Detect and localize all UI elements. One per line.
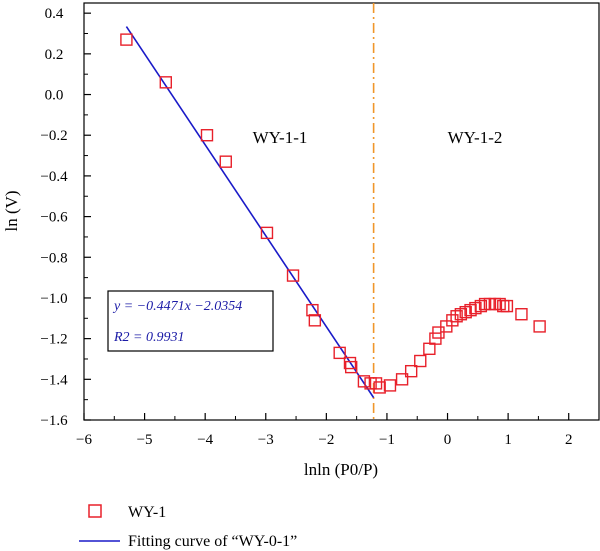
- data-point: [344, 360, 358, 374]
- y-axis-ticks: 0.4 0.2 0.0 −0.2 −0.4 −0.6 −0.8 −1.0 −1.2 −1.4 −1.…: [40, 6, 91, 429]
- equation-box: [107, 290, 274, 352]
- data-point: [423, 342, 436, 356]
- y-tick-label: 0.2: [45, 47, 64, 63]
- x-tick-label: −6: [76, 432, 92, 448]
- data-point: [120, 33, 133, 46]
- y-tick-label: −0.4: [40, 169, 68, 185]
- y-tick-label: −0.6: [40, 210, 68, 226]
- x-tick-label: −4: [197, 432, 213, 448]
- legend-label-fit: Fitting curve of “WY-0-1”: [128, 533, 297, 550]
- y-axis-title: ln (V): [2, 190, 21, 231]
- data-point: [500, 299, 514, 313]
- data-point: [343, 356, 357, 370]
- data-point: [404, 364, 418, 378]
- data-point: [260, 226, 274, 240]
- data-point: [383, 379, 397, 392]
- data-point: [200, 129, 214, 142]
- data-point: [306, 303, 319, 317]
- data-point: [414, 354, 427, 368]
- equation-text: y = −0.4471x −2.0354: [112, 299, 242, 314]
- x-tick-label: −5: [137, 432, 153, 448]
- y-tick-label: 0.0: [45, 88, 64, 104]
- data-point: [515, 308, 528, 321]
- data-point: [533, 320, 546, 333]
- x-tick-label: 0: [444, 432, 452, 448]
- data-point: [333, 346, 346, 360]
- y-tick-label: −1.4: [40, 372, 68, 388]
- x-tick-label: −3: [258, 432, 274, 448]
- y-tick-label: −0.8: [40, 250, 67, 266]
- y-tick-label: −1.6: [40, 413, 68, 429]
- x-tick-label: 2: [565, 432, 573, 448]
- data-point: [286, 269, 300, 282]
- plot-frame: [83, 2, 600, 421]
- data-point: [159, 76, 172, 89]
- data-point: [450, 310, 463, 323]
- region-label-right: WY-1-2: [448, 128, 503, 147]
- legend-marker-wy-1: [88, 504, 102, 518]
- r-squared-text: R2 = 0.9931: [113, 330, 185, 345]
- data-point: [357, 375, 371, 388]
- data-point: [373, 381, 386, 394]
- y-tick-label: −1.2: [40, 332, 67, 348]
- data-point: [369, 377, 383, 390]
- y-tick-label: −1.0: [40, 291, 67, 307]
- x-tick-label: 1: [504, 432, 512, 448]
- y-tick-label: 0.4: [45, 6, 64, 22]
- x-tick-label: −2: [318, 432, 334, 448]
- x-axis-title: lnln (P0/P): [304, 460, 378, 479]
- data-points: [120, 33, 546, 394]
- data-point: [493, 297, 506, 311]
- data-point: [474, 299, 488, 313]
- legend-label-wy-1: WY-1: [128, 504, 166, 521]
- x-tick-label: −1: [379, 432, 395, 448]
- region-label-left: WY-1-1: [253, 128, 308, 147]
- y-tick-label: −0.2: [40, 128, 67, 144]
- data-point: [395, 373, 409, 386]
- x-axis-ticks: −6 −5 −4 −3 −2 −1 0 1 2: [76, 413, 600, 448]
- data-point: [308, 314, 322, 327]
- data-point: [219, 155, 232, 168]
